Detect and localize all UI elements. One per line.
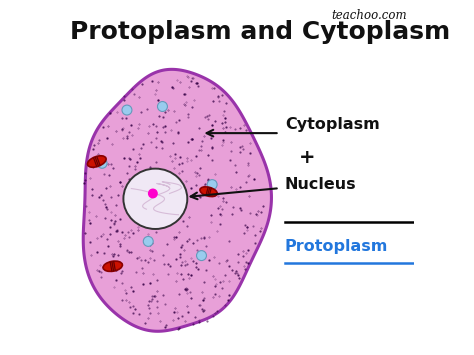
Text: Cytoplasm: Cytoplasm	[285, 117, 380, 132]
Circle shape	[97, 158, 107, 168]
Circle shape	[149, 189, 157, 198]
Ellipse shape	[200, 187, 217, 197]
Ellipse shape	[87, 156, 106, 167]
Text: Protoplasm and Cytoplasm: Protoplasm and Cytoplasm	[70, 20, 450, 44]
Text: teachoo.com: teachoo.com	[332, 9, 407, 22]
Ellipse shape	[103, 261, 122, 272]
Circle shape	[157, 102, 167, 111]
Circle shape	[207, 180, 217, 190]
Text: +: +	[299, 148, 316, 168]
Circle shape	[197, 251, 207, 261]
Polygon shape	[83, 69, 272, 331]
Circle shape	[143, 236, 153, 246]
Text: Protoplasm: Protoplasm	[285, 239, 388, 254]
Circle shape	[122, 105, 132, 115]
Ellipse shape	[123, 169, 187, 229]
Text: Nucleus: Nucleus	[285, 177, 356, 192]
